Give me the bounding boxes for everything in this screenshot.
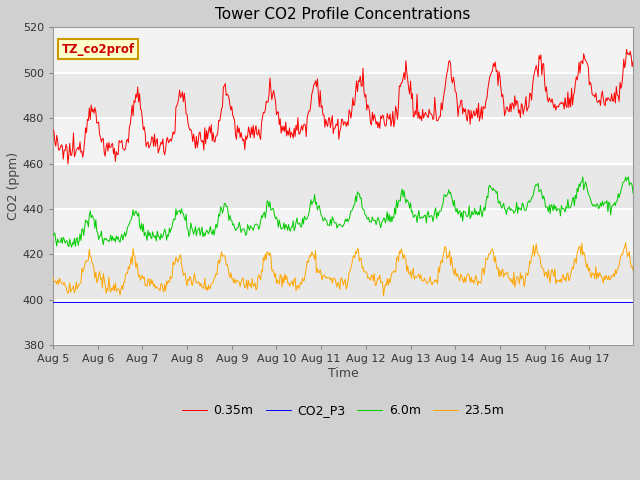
Text: TZ_co2prof: TZ_co2prof bbox=[61, 43, 135, 56]
Line: 6.0m: 6.0m bbox=[53, 177, 633, 247]
Y-axis label: CO2 (ppm): CO2 (ppm) bbox=[7, 152, 20, 220]
Legend: 0.35m, CO2_P3, 6.0m, 23.5m: 0.35m, CO2_P3, 6.0m, 23.5m bbox=[177, 399, 509, 422]
X-axis label: Time: Time bbox=[328, 367, 358, 380]
Line: 23.5m: 23.5m bbox=[53, 243, 633, 296]
Bar bbox=[53, 118, 633, 164]
Bar bbox=[53, 27, 633, 72]
Bar bbox=[53, 300, 633, 345]
Line: 0.35m: 0.35m bbox=[53, 49, 633, 164]
Title: Tower CO2 Profile Concentrations: Tower CO2 Profile Concentrations bbox=[215, 7, 470, 22]
Bar bbox=[53, 209, 633, 254]
